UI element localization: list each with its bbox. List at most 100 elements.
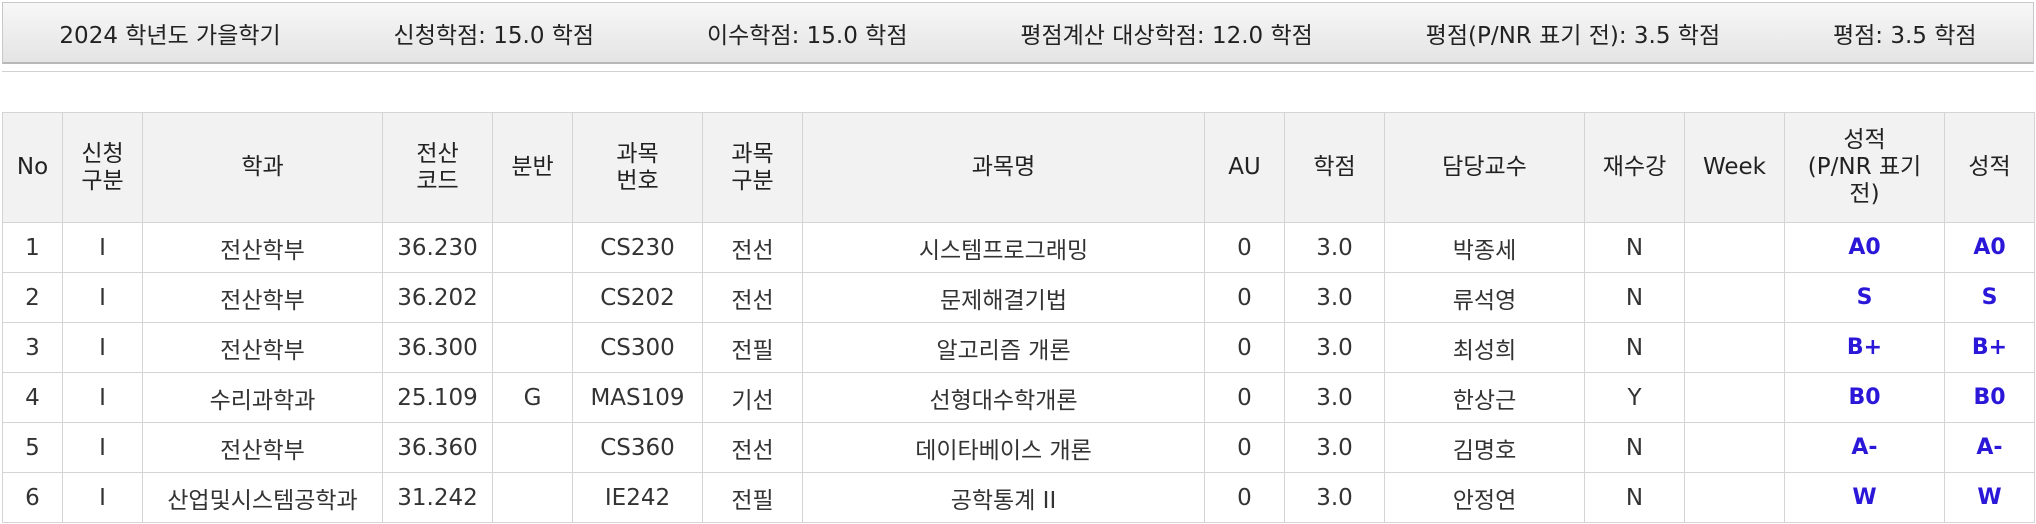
cell-professor: 한상근	[1384, 372, 1585, 423]
gpa-target-credits: 평점계산 대상학점: 12.0 학점	[1020, 22, 1313, 49]
cell-course-type: 전선	[702, 422, 803, 473]
table-row: 6 I 산업및시스템공학과 31.242 IE242 전필 공학통계 II 0 3.0 안정연 N W…	[2, 472, 2035, 523]
cell-course-type: 전필	[702, 322, 803, 373]
cell-grade-pnr: A0	[1784, 222, 1945, 273]
cell-grade-pnr: B+	[1784, 322, 1945, 373]
cell-credit: 3.0	[1284, 222, 1385, 273]
gpa-before-pnr: 평점(P/NR 표기 전): 3.5 학점	[1425, 22, 1721, 49]
cell-section	[492, 222, 573, 273]
cell-retake: N	[1584, 222, 1685, 273]
semester-title: 2024 학년도 가을학기	[59, 22, 281, 49]
cell-week	[1684, 272, 1785, 323]
earned-credits: 이수학점: 15.0 학점	[706, 22, 908, 49]
cell-au: 0	[1204, 472, 1285, 523]
table-header-row: No 신청 구분 학과 전산 코드 분반 과목 번호 과목 구분 과목명 AU …	[2, 112, 2035, 223]
cell-professor: 박종세	[1384, 222, 1585, 273]
divider	[2, 71, 2034, 72]
cell-credit: 3.0	[1284, 372, 1385, 423]
cell-au: 0	[1204, 322, 1285, 373]
cell-section: G	[492, 372, 573, 423]
cell-course-type: 전선	[702, 272, 803, 323]
table-row: 5 I 전산학부 36.360 CS360 전선 데이타베이스 개론 0 3.0 김명호 N A- A-	[2, 422, 2035, 473]
cell-week	[1684, 472, 1785, 523]
cell-no: 2	[2, 272, 63, 323]
cell-type: I	[62, 422, 143, 473]
cell-code: 36.230	[382, 222, 493, 273]
cell-au: 0	[1204, 372, 1285, 423]
cell-section	[492, 272, 573, 323]
header-no: No	[2, 112, 63, 223]
cell-course-name: 시스템프로그래밍	[802, 222, 1205, 273]
cell-section	[492, 322, 573, 373]
cell-course-no: CS300	[572, 322, 703, 373]
cell-week	[1684, 372, 1785, 423]
header-retake: 재수강	[1584, 112, 1685, 223]
cell-grade: A-	[1944, 422, 2035, 473]
cell-grade: W	[1944, 472, 2035, 523]
gpa: 평점: 3.5 학점	[1832, 22, 1977, 49]
cell-no: 3	[2, 322, 63, 373]
cell-au: 0	[1204, 422, 1285, 473]
cell-dept: 전산학부	[142, 272, 383, 323]
cell-retake: N	[1584, 472, 1685, 523]
table-row: 1 I 전산학부 36.230 CS230 전선 시스템프로그래밍 0 3.0 박종세 N A0 A0	[2, 222, 2035, 273]
cell-course-name: 공학통계 II	[802, 472, 1205, 523]
header-course-type: 과목 구분	[702, 112, 803, 223]
cell-week	[1684, 322, 1785, 373]
cell-grade-pnr: A-	[1784, 422, 1945, 473]
table-row: 2 I 전산학부 36.202 CS202 전선 문제해결기법 0 3.0 류석영 N S S	[2, 272, 2035, 323]
cell-type: I	[62, 322, 143, 373]
cell-course-type: 기선	[702, 372, 803, 423]
header-week: Week	[1684, 112, 1785, 223]
header-dept: 학과	[142, 112, 383, 223]
cell-course-name: 선형대수학개론	[802, 372, 1205, 423]
cell-course-no: CS360	[572, 422, 703, 473]
cell-grade-pnr: W	[1784, 472, 1945, 523]
cell-code: 25.109	[382, 372, 493, 423]
cell-section	[492, 472, 573, 523]
cell-type: I	[62, 272, 143, 323]
cell-dept: 전산학부	[142, 422, 383, 473]
cell-retake: N	[1584, 272, 1685, 323]
cell-course-no: CS202	[572, 272, 703, 323]
cell-course-name: 데이타베이스 개론	[802, 422, 1205, 473]
cell-no: 1	[2, 222, 63, 273]
cell-grade: S	[1944, 272, 2035, 323]
cell-week	[1684, 422, 1785, 473]
cell-grade-pnr: B0	[1784, 372, 1945, 423]
cell-code: 36.300	[382, 322, 493, 373]
cell-credit: 3.0	[1284, 322, 1385, 373]
header-section: 분반	[492, 112, 573, 223]
header-course-name: 과목명	[802, 112, 1205, 223]
applied-credits: 신청학점: 15.0 학점	[393, 22, 595, 49]
cell-course-type: 전필	[702, 472, 803, 523]
table-row: 4 I 수리과학과 25.109 G MAS109 기선 선형대수학개론 0 3.0 한상근 Y B0 B…	[2, 372, 2035, 423]
cell-week	[1684, 222, 1785, 273]
cell-grade: A0	[1944, 222, 2035, 273]
cell-grade-pnr: S	[1784, 272, 1945, 323]
cell-type: I	[62, 222, 143, 273]
cell-credit: 3.0	[1284, 472, 1385, 523]
cell-dept: 수리과학과	[142, 372, 383, 423]
cell-dept: 전산학부	[142, 222, 383, 273]
header-course-no: 과목 번호	[572, 112, 703, 223]
table-row: 3 I 전산학부 36.300 CS300 전필 알고리즘 개론 0 3.0 최성희 N B+ B+	[2, 322, 2035, 373]
cell-type: I	[62, 372, 143, 423]
cell-retake: N	[1584, 422, 1685, 473]
cell-course-name: 알고리즘 개론	[802, 322, 1205, 373]
cell-code: 36.360	[382, 422, 493, 473]
cell-professor: 김명호	[1384, 422, 1585, 473]
cell-grade: B+	[1944, 322, 2035, 373]
cell-course-no: MAS109	[572, 372, 703, 423]
cell-no: 6	[2, 472, 63, 523]
cell-grade: B0	[1944, 372, 2035, 423]
cell-code: 31.242	[382, 472, 493, 523]
cell-dept: 산업및시스템공학과	[142, 472, 383, 523]
cell-credit: 3.0	[1284, 422, 1385, 473]
cell-au: 0	[1204, 222, 1285, 273]
cell-professor: 안정연	[1384, 472, 1585, 523]
cell-au: 0	[1204, 272, 1285, 323]
header-code: 전산 코드	[382, 112, 493, 223]
cell-no: 5	[2, 422, 63, 473]
header-au: AU	[1204, 112, 1285, 223]
